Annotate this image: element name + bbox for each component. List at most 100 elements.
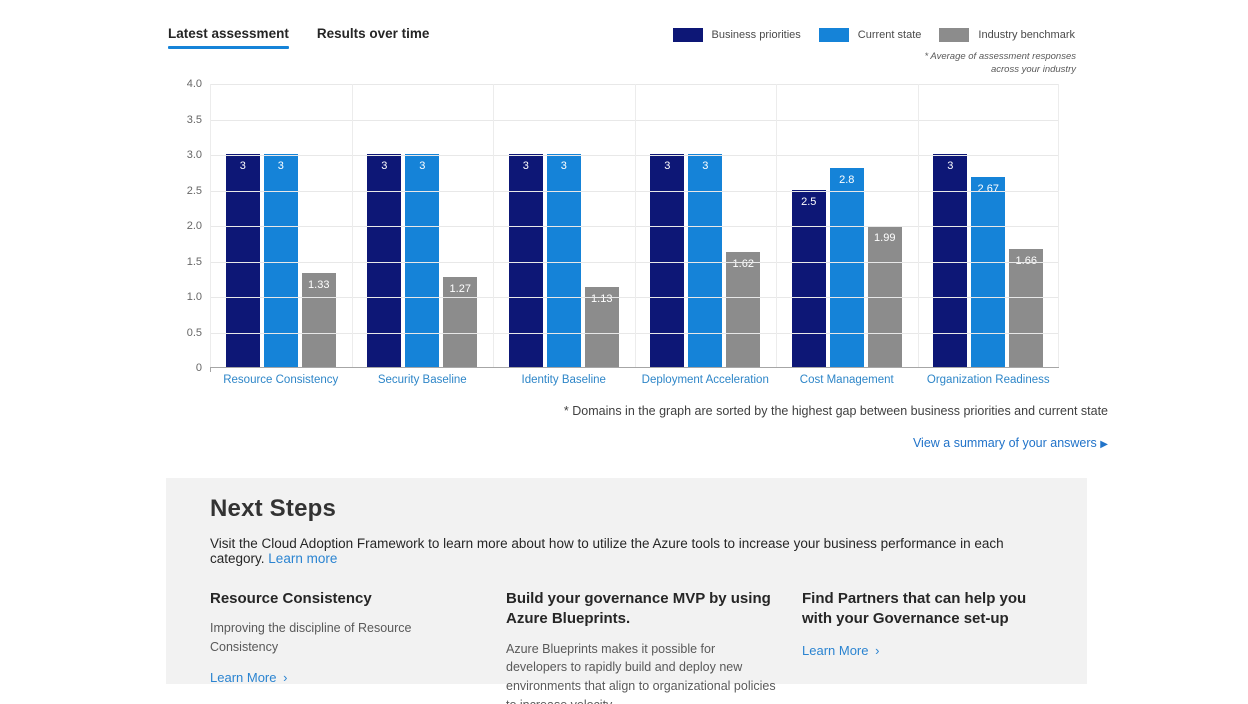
next-steps-intro: Visit the Cloud Adoption Framework to le… bbox=[210, 536, 1057, 566]
next-steps-intro-text: Visit the Cloud Adoption Framework to le… bbox=[210, 536, 1004, 566]
bar-value-label: 3 bbox=[560, 160, 567, 172]
bar-industry-benchmark: 1.27 bbox=[443, 276, 478, 367]
bar-industry-benchmark: 1.33 bbox=[301, 272, 336, 367]
bar-business-priorities: 2.5 bbox=[791, 189, 826, 367]
bar-current-state: 3 bbox=[688, 154, 723, 367]
bar-value-label: 1.66 bbox=[1015, 255, 1037, 268]
bar-value-label: 1.99 bbox=[874, 231, 896, 244]
bar-business-priorities: 3 bbox=[650, 154, 685, 367]
bar-current-state: 2.8 bbox=[829, 168, 864, 367]
legend-footnote: * Average of assessment responses across… bbox=[924, 50, 1076, 77]
bar-value-label: 3 bbox=[702, 160, 709, 172]
bar-business-priorities: 3 bbox=[933, 154, 968, 367]
bar-value-label: 3 bbox=[277, 160, 284, 172]
chevron-right-icon: › bbox=[279, 669, 288, 685]
gridline bbox=[776, 84, 777, 367]
bar-current-state: 2.67 bbox=[971, 177, 1006, 367]
next-steps-card: Resource Consistency Improving the discip… bbox=[210, 589, 506, 704]
legend-swatch-icon bbox=[939, 28, 970, 42]
tab-bar: Latest assessment Results over time bbox=[168, 26, 429, 49]
bar-groups: 3 3 1.33 3 3 1.27 3 3 1.13 3 3 1.62 2.5 2.8 1.99 3 2.67 1… bbox=[210, 84, 1059, 367]
legend-footnote-line1: * Average of assessment responses bbox=[924, 51, 1076, 62]
y-axis-tick-label: 2.5 bbox=[186, 184, 202, 197]
y-axis-tick-label: 2.0 bbox=[186, 220, 202, 232]
card-description: Improving the discipline of Resource Con… bbox=[210, 621, 412, 654]
play-icon: ▶ bbox=[1100, 439, 1108, 450]
bar-business-priorities: 3 bbox=[508, 154, 543, 367]
bar-value-label: 1.33 bbox=[308, 278, 330, 291]
bar-value-label: 2.67 bbox=[977, 183, 999, 196]
category-label[interactable]: Deployment Acceleration bbox=[641, 374, 769, 386]
legend-item: Current state bbox=[818, 28, 922, 42]
bar-industry-benchmark: 1.99 bbox=[867, 225, 902, 367]
y-axis-tick-label: 3.0 bbox=[186, 149, 202, 161]
bar-value-label: 1.62 bbox=[732, 257, 754, 270]
card-title: Build your governance MVP by using Azure… bbox=[506, 590, 771, 628]
chart-y-axis: 4.0 3.5 3.0 2.5 2.0 1.5 1.0 0.5 0 bbox=[150, 78, 202, 374]
chart-legend: Business priorities Current state Industry… bbox=[672, 28, 1075, 42]
learn-more-link[interactable]: Learn More › bbox=[210, 669, 288, 685]
chart-sort-footnote: * Domains in the graph are sorted by the… bbox=[563, 404, 1108, 418]
gridline bbox=[634, 84, 636, 367]
bar-group: 2.5 2.8 1.99 bbox=[776, 84, 918, 367]
y-axis-tick-label: 3.5 bbox=[186, 113, 202, 126]
tab-latest-assessment[interactable]: Latest assessment bbox=[168, 26, 289, 49]
axis-tick bbox=[210, 367, 211, 372]
bar-business-priorities: 3 bbox=[225, 154, 260, 367]
chart-x-axis: Resource Consistency Security Baseline Ide… bbox=[210, 374, 1059, 386]
bar-value-label: 2.5 bbox=[801, 195, 817, 208]
gridline bbox=[493, 84, 494, 367]
category-label[interactable]: Resource Consistency bbox=[223, 374, 339, 386]
y-axis-tick-label: 0 bbox=[195, 362, 202, 374]
bar-current-state: 3 bbox=[405, 154, 440, 367]
bar-group: 3 3 1.62 bbox=[635, 84, 777, 367]
bar-value-label: 3 bbox=[381, 160, 388, 172]
legend-item-label: Industry benchmark bbox=[978, 29, 1075, 41]
bar-value-label: 3 bbox=[947, 160, 954, 172]
legend-swatch-icon bbox=[818, 28, 849, 42]
legend-item-label: Current state bbox=[857, 29, 922, 41]
bar-chart-plot-area: 3 3 1.33 3 3 1.27 3 3 1.13 3 3 1.62 2.5 2.8 1.99 3 2.67 1… bbox=[210, 84, 1059, 372]
bar-group: 3 3 1.33 bbox=[210, 84, 352, 367]
category-label[interactable]: Organization Readiness bbox=[926, 374, 1050, 386]
bar-group: 3 2.67 1.66 bbox=[918, 84, 1060, 367]
card-title: Find Partners that can help you with you… bbox=[802, 590, 1027, 628]
y-axis-tick-label: 0.5 bbox=[186, 326, 202, 339]
gridline bbox=[351, 84, 353, 367]
bar-value-label: 2.8 bbox=[839, 174, 855, 187]
bar-value-label: 3 bbox=[664, 160, 671, 172]
next-steps-card: Find Partners that can help you with you… bbox=[802, 589, 1062, 704]
y-axis-tick-label: 4.0 bbox=[186, 78, 202, 90]
category-label[interactable]: Cost Management bbox=[799, 374, 894, 386]
bar-value-label: 3 bbox=[419, 160, 426, 172]
legend-swatch-icon bbox=[672, 28, 703, 42]
category-label[interactable]: Identity Baseline bbox=[521, 374, 606, 386]
learn-more-link[interactable]: Learn More › bbox=[802, 642, 880, 658]
legend-item-label: Business priorities bbox=[711, 29, 801, 41]
bar-value-label: 1.13 bbox=[591, 292, 613, 305]
y-axis-tick-label: 1.5 bbox=[186, 255, 202, 268]
gridline bbox=[917, 84, 919, 367]
bar-current-state: 3 bbox=[263, 154, 298, 367]
next-steps-title: Next Steps bbox=[210, 495, 337, 522]
chevron-right-icon: › bbox=[871, 642, 880, 658]
bar-industry-benchmark: 1.62 bbox=[726, 251, 761, 367]
bar-business-priorities: 3 bbox=[367, 154, 402, 367]
bar-industry-benchmark: 1.13 bbox=[584, 286, 619, 367]
view-summary-link[interactable]: View a summary of your answers ▶ bbox=[913, 436, 1108, 450]
learn-more-link-intro[interactable]: Learn more bbox=[268, 551, 338, 566]
next-steps-panel: Next Steps Visit the Cloud Adoption Fram… bbox=[166, 478, 1087, 704]
next-steps-cards: Resource Consistency Improving the discip… bbox=[210, 589, 1057, 704]
legend-item: Business priorities bbox=[672, 28, 801, 42]
tab-results-over-time[interactable]: Results over time bbox=[316, 26, 430, 41]
bar-industry-benchmark: 1.66 bbox=[1009, 249, 1044, 367]
legend-item: Industry benchmark bbox=[939, 28, 1075, 42]
category-label[interactable]: Security Baseline bbox=[377, 374, 467, 386]
bar-group: 3 3 1.27 bbox=[352, 84, 494, 367]
bar-value-label: 3 bbox=[522, 160, 529, 172]
gridline bbox=[1058, 84, 1059, 367]
next-steps-card: Build your governance MVP by using Azure… bbox=[506, 589, 802, 704]
y-axis-tick-label: 1.0 bbox=[186, 291, 202, 303]
view-summary-label: View a summary of your answers bbox=[912, 436, 1097, 450]
